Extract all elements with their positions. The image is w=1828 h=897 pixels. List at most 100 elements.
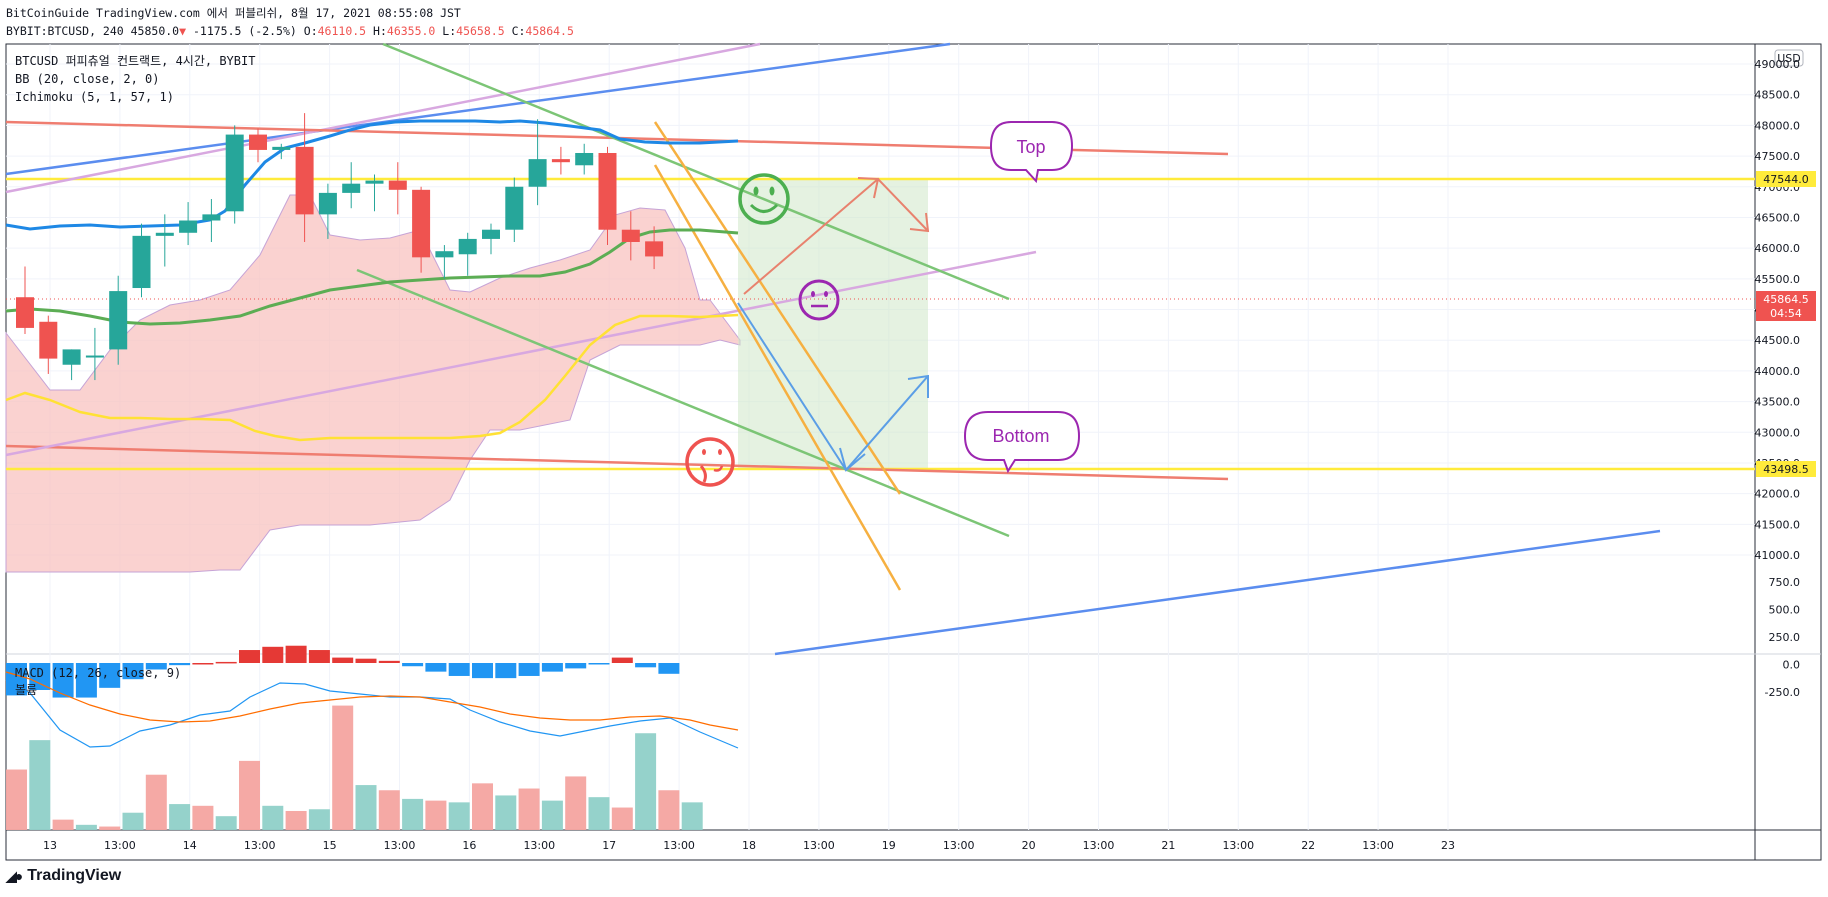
support-price-tag [1756, 461, 1816, 477]
time-tick: 13:00 [1083, 839, 1115, 852]
price-tick: 45500.0 [1755, 273, 1801, 286]
candle-body[interactable] [505, 186, 524, 230]
price-tick: 44500.0 [1755, 334, 1801, 347]
support-price-text: 43498.5 [1763, 463, 1809, 476]
volume-bar [355, 785, 377, 830]
time-tick: 15 [323, 839, 337, 852]
price-tick: 41500.0 [1755, 518, 1801, 531]
trendline-orange-left[interactable] [653, 164, 902, 591]
bottom-label: Bottom [992, 426, 1049, 446]
candlesticks[interactable] [16, 113, 664, 381]
time-tick: 13:00 [523, 839, 555, 852]
down-arrow-icon: ▼ [179, 24, 187, 38]
currency-badge[interactable] [1774, 49, 1804, 67]
candle-body[interactable] [179, 220, 198, 233]
candle-body[interactable] [39, 321, 58, 359]
candle-body[interactable] [388, 180, 407, 190]
candle-body[interactable] [62, 349, 81, 365]
candle-body[interactable] [342, 183, 361, 193]
macd-hist-bar [215, 661, 237, 664]
volume-bar [6, 769, 27, 830]
candle-body[interactable] [458, 238, 477, 255]
tradingview-logo[interactable]: ◢● TradingView [6, 867, 121, 885]
candle-body[interactable] [85, 355, 104, 358]
bb-upper-band [5, 119, 739, 231]
trendline-orange-right[interactable] [653, 121, 902, 495]
candle-body[interactable] [272, 146, 291, 150]
arrowhead-right [909, 212, 930, 233]
low-label: L: [442, 24, 457, 38]
price-tick: 42000.0 [1755, 488, 1801, 501]
resistance-price-text: 47544.0 [1763, 173, 1809, 186]
macd-axis[interactable]: 750.0 500.0 250.0 0.0 -250.0 [1765, 576, 1800, 699]
candle-body[interactable] [109, 291, 128, 350]
candle-body[interactable] [645, 241, 664, 257]
candle-body[interactable] [575, 152, 594, 166]
publish-info: BitCoinGuide TradingView.com 에서 퍼블리쉬, 8월… [6, 6, 461, 20]
volume-bar [145, 774, 167, 830]
candle-body[interactable] [598, 152, 617, 230]
currency-label: USD [1777, 52, 1801, 65]
candle-body[interactable] [132, 235, 151, 289]
macd-hist-bar [29, 663, 51, 690]
last-price-tag [1756, 291, 1816, 321]
macd-hist-bar [308, 650, 330, 663]
candle-body[interactable] [621, 229, 640, 242]
candle-body[interactable] [295, 146, 314, 215]
trendline-pink-mid[interactable] [5, 250, 1037, 457]
trendline-green-upper[interactable] [382, 42, 1010, 301]
candle-body[interactable] [551, 159, 570, 163]
macd-hist-bar [541, 663, 563, 672]
volume-bar [262, 805, 284, 830]
bb-legend[interactable]: BB (20, close, 2, 0) [15, 72, 160, 86]
candle-body[interactable] [318, 192, 337, 215]
volume-bar [239, 760, 260, 830]
close-value: 45864.5 [525, 24, 574, 38]
arrowhead-bottom [839, 447, 866, 472]
volume-bar [378, 790, 400, 830]
time-tick: 18 [742, 839, 756, 852]
price-tick: 48500.0 [1755, 89, 1801, 102]
volume-bar [658, 790, 680, 830]
candle-body[interactable] [435, 251, 454, 258]
macd-hist-bar [192, 663, 214, 665]
candle-body[interactable] [365, 180, 384, 184]
candle-body[interactable] [528, 159, 547, 187]
candle-body[interactable] [155, 232, 174, 236]
price-tick: 47500.0 [1755, 150, 1801, 163]
symbol-legend[interactable]: BTCUSD 퍼피츄얼 컨트랙트, 4시간, BYBIT [15, 54, 255, 68]
top-callout[interactable]: Top [989, 121, 1074, 184]
trendline-blue-upper[interactable] [5, 42, 951, 176]
candle-body[interactable] [202, 214, 221, 221]
bottom-callout[interactable]: Bottom [963, 411, 1081, 474]
candle-body[interactable] [16, 297, 34, 328]
volume-bar [308, 809, 330, 830]
volume-bar [635, 733, 657, 830]
happy-face-icon [738, 173, 790, 225]
macd-hist-bar [635, 663, 657, 668]
candle-body[interactable] [482, 229, 500, 239]
ichimoku-legend[interactable]: Ichimoku (5, 1, 57, 1) [15, 90, 174, 104]
candle-body[interactable] [225, 134, 244, 212]
trendline-green-lower[interactable] [356, 268, 1010, 538]
time-tick: 13:00 [943, 839, 975, 852]
price-tick: 41000.0 [1755, 549, 1801, 562]
time-tick: 13:00 [384, 839, 416, 852]
arrowhead-top [857, 177, 880, 199]
trendline-red-lower[interactable] [5, 444, 1229, 481]
trendline-pink-upper[interactable] [5, 42, 761, 194]
candle-body[interactable] [412, 189, 431, 258]
volume-legend[interactable]: 볼륨 [15, 683, 37, 697]
time-tick: 14 [183, 839, 197, 852]
trendline-blue-lower[interactable] [774, 529, 1661, 656]
volume-bar [285, 810, 307, 830]
time-axis[interactable]: 13 13:00 14 13:00 15 13:00 16 13:00 17 13:00 18 13:… [43, 839, 1455, 852]
volume-bars [6, 705, 703, 830]
macd-legend[interactable]: MACD (12, 26, close, 9) [15, 666, 181, 680]
candle-body[interactable] [249, 134, 267, 150]
high-label: H: [373, 24, 387, 38]
volume-bar [192, 805, 214, 830]
symbol-price: BYBIT:BTCUSD, 240 45850.0 [6, 24, 180, 38]
volume-bar [495, 795, 517, 830]
